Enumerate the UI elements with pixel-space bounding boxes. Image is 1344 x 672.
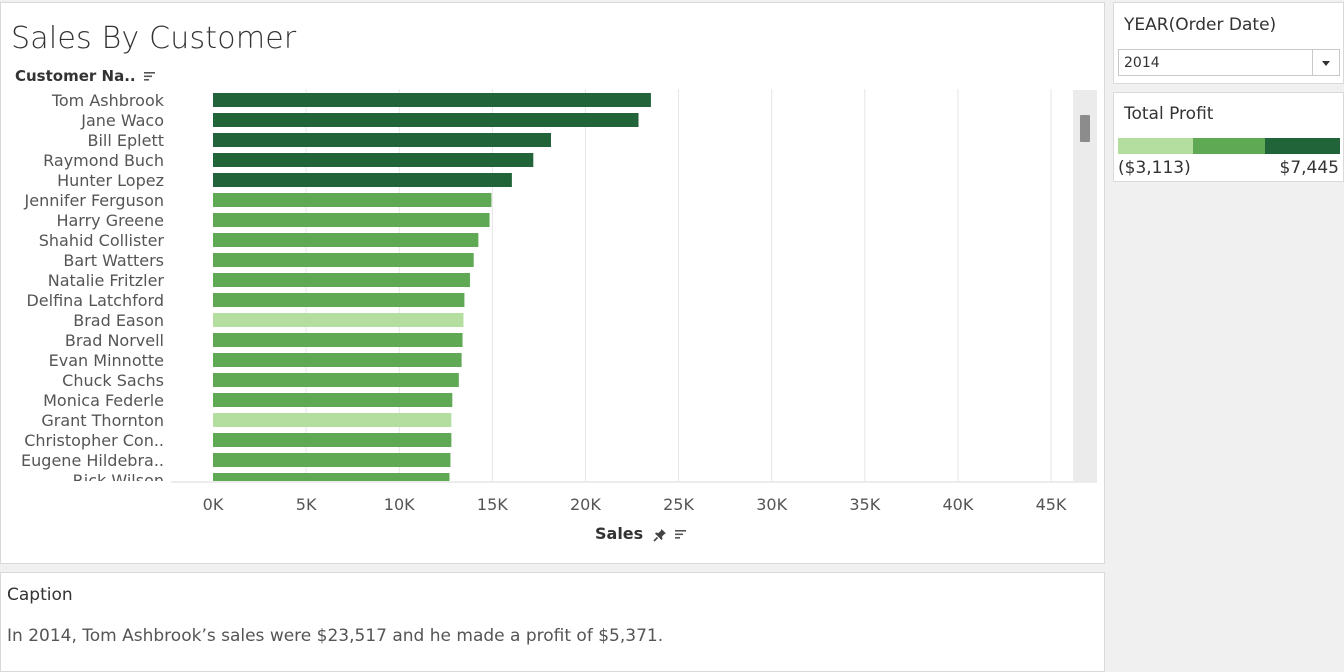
category-label[interactable]: Evan Minnotte (49, 351, 164, 370)
x-tick-label: 5K (296, 495, 317, 514)
bar-chart: 0K 5K 10K 15K 20K 25K 30K 35K 40K 45K Tom Ashbrook… (21, 89, 1097, 514)
year-filter-card: YEAR(Order Date) 2014 (1113, 2, 1344, 84)
bar[interactable] (213, 193, 492, 207)
bar[interactable] (213, 293, 465, 307)
profit-legend-card: Total Profit ($3,113) $7,445 (1113, 92, 1344, 182)
x-tick-label: 30K (756, 495, 787, 514)
sort-icon[interactable] (675, 530, 687, 539)
caption-text: In 2014, Tom Ashbrook’s sales were $23,5… (7, 626, 664, 646)
vertical-scrollbar[interactable] (1073, 90, 1097, 482)
bar[interactable] (213, 273, 470, 287)
bar[interactable] (213, 413, 452, 427)
year-dropdown-value: 2014 (1124, 55, 1160, 71)
x-tick-label: 10K (384, 495, 415, 514)
category-label[interactable]: Natalie Fritzler (48, 271, 165, 290)
bar[interactable] (213, 453, 451, 467)
x-tick-label: 20K (570, 495, 601, 514)
x-tick-label: 35K (849, 495, 880, 514)
category-label[interactable]: Harry Greene (56, 211, 164, 230)
customer-name-header[interactable]: Customer Na.. (15, 67, 155, 85)
legend-segment-low (1118, 138, 1193, 154)
filter-label: YEAR(Order Date) (1124, 15, 1277, 35)
bar[interactable] (213, 133, 551, 147)
category-label[interactable]: Brad Eason (73, 311, 164, 330)
sales-by-customer-sheet: Sales By Customer Customer Na.. 0K 5K 10K 1… (0, 2, 1105, 564)
sort-icon[interactable] (143, 72, 155, 81)
bar[interactable] (213, 173, 512, 187)
bar[interactable] (213, 353, 462, 367)
category-label[interactable]: Monica Federle (43, 391, 164, 410)
x-tick-label: 15K (477, 495, 508, 514)
x-tick-label: 40K (942, 495, 973, 514)
legend-max-label: $7,445 (1279, 158, 1339, 178)
category-label[interactable]: Hunter Lopez (57, 171, 164, 190)
bar[interactable] (213, 213, 490, 227)
category-label[interactable]: Shahid Collister (39, 231, 165, 250)
x-tick-label: 45K (1036, 495, 1067, 514)
legend-title: Total Profit (1124, 104, 1214, 124)
legend-min-label: ($3,113) (1118, 158, 1191, 178)
category-label[interactable]: Christopher Con.. (24, 431, 164, 450)
customer-name-header-label: Customer Na.. (15, 67, 136, 85)
chevron-down-icon[interactable] (1312, 50, 1339, 75)
pin-icon[interactable] (653, 528, 667, 542)
caption-title: Caption (7, 585, 73, 605)
caption-panel: Caption In 2014, Tom Ashbrook’s sales we… (0, 572, 1105, 672)
bar[interactable] (213, 113, 639, 127)
x-tick-label: 0K (203, 495, 224, 514)
legend-segment-mid (1193, 138, 1265, 154)
bar[interactable] (213, 373, 459, 387)
category-label[interactable]: Bart Watters (63, 251, 164, 270)
year-dropdown[interactable]: 2014 (1118, 49, 1340, 76)
bar[interactable] (213, 333, 463, 347)
category-label[interactable]: Raymond Buch (43, 151, 164, 170)
bar[interactable] (213, 253, 474, 267)
category-label[interactable]: Rick Wilson (73, 471, 164, 490)
bar[interactable] (213, 93, 651, 107)
bar[interactable] (213, 313, 464, 327)
x-tick-label: 25K (663, 495, 694, 514)
x-axis-title-label: Sales (595, 524, 644, 543)
legend-segment-high (1265, 138, 1340, 154)
x-axis-title[interactable]: Sales (595, 524, 687, 543)
category-label[interactable]: Delfina Latchford (26, 291, 164, 310)
category-label[interactable]: Tom Ashbrook (51, 91, 165, 110)
category-label[interactable]: Eugene Hildebra.. (21, 451, 164, 470)
category-label[interactable]: Chuck Sachs (62, 371, 164, 390)
color-legend-bar (1118, 138, 1340, 154)
sheet-title: Sales By Customer (11, 21, 297, 56)
bar[interactable] (213, 233, 479, 247)
category-label[interactable]: Jane Waco (80, 111, 164, 130)
bar[interactable] (213, 393, 453, 407)
category-label[interactable]: Brad Norvell (65, 331, 164, 350)
bar[interactable] (213, 433, 452, 447)
category-label[interactable]: Bill Eplett (88, 131, 165, 150)
category-label[interactable]: Jennifer Ferguson (24, 191, 164, 210)
bar[interactable] (213, 153, 534, 167)
scrollbar-thumb[interactable] (1080, 115, 1090, 142)
category-label[interactable]: Grant Thornton (41, 411, 164, 430)
bar[interactable] (213, 473, 450, 487)
